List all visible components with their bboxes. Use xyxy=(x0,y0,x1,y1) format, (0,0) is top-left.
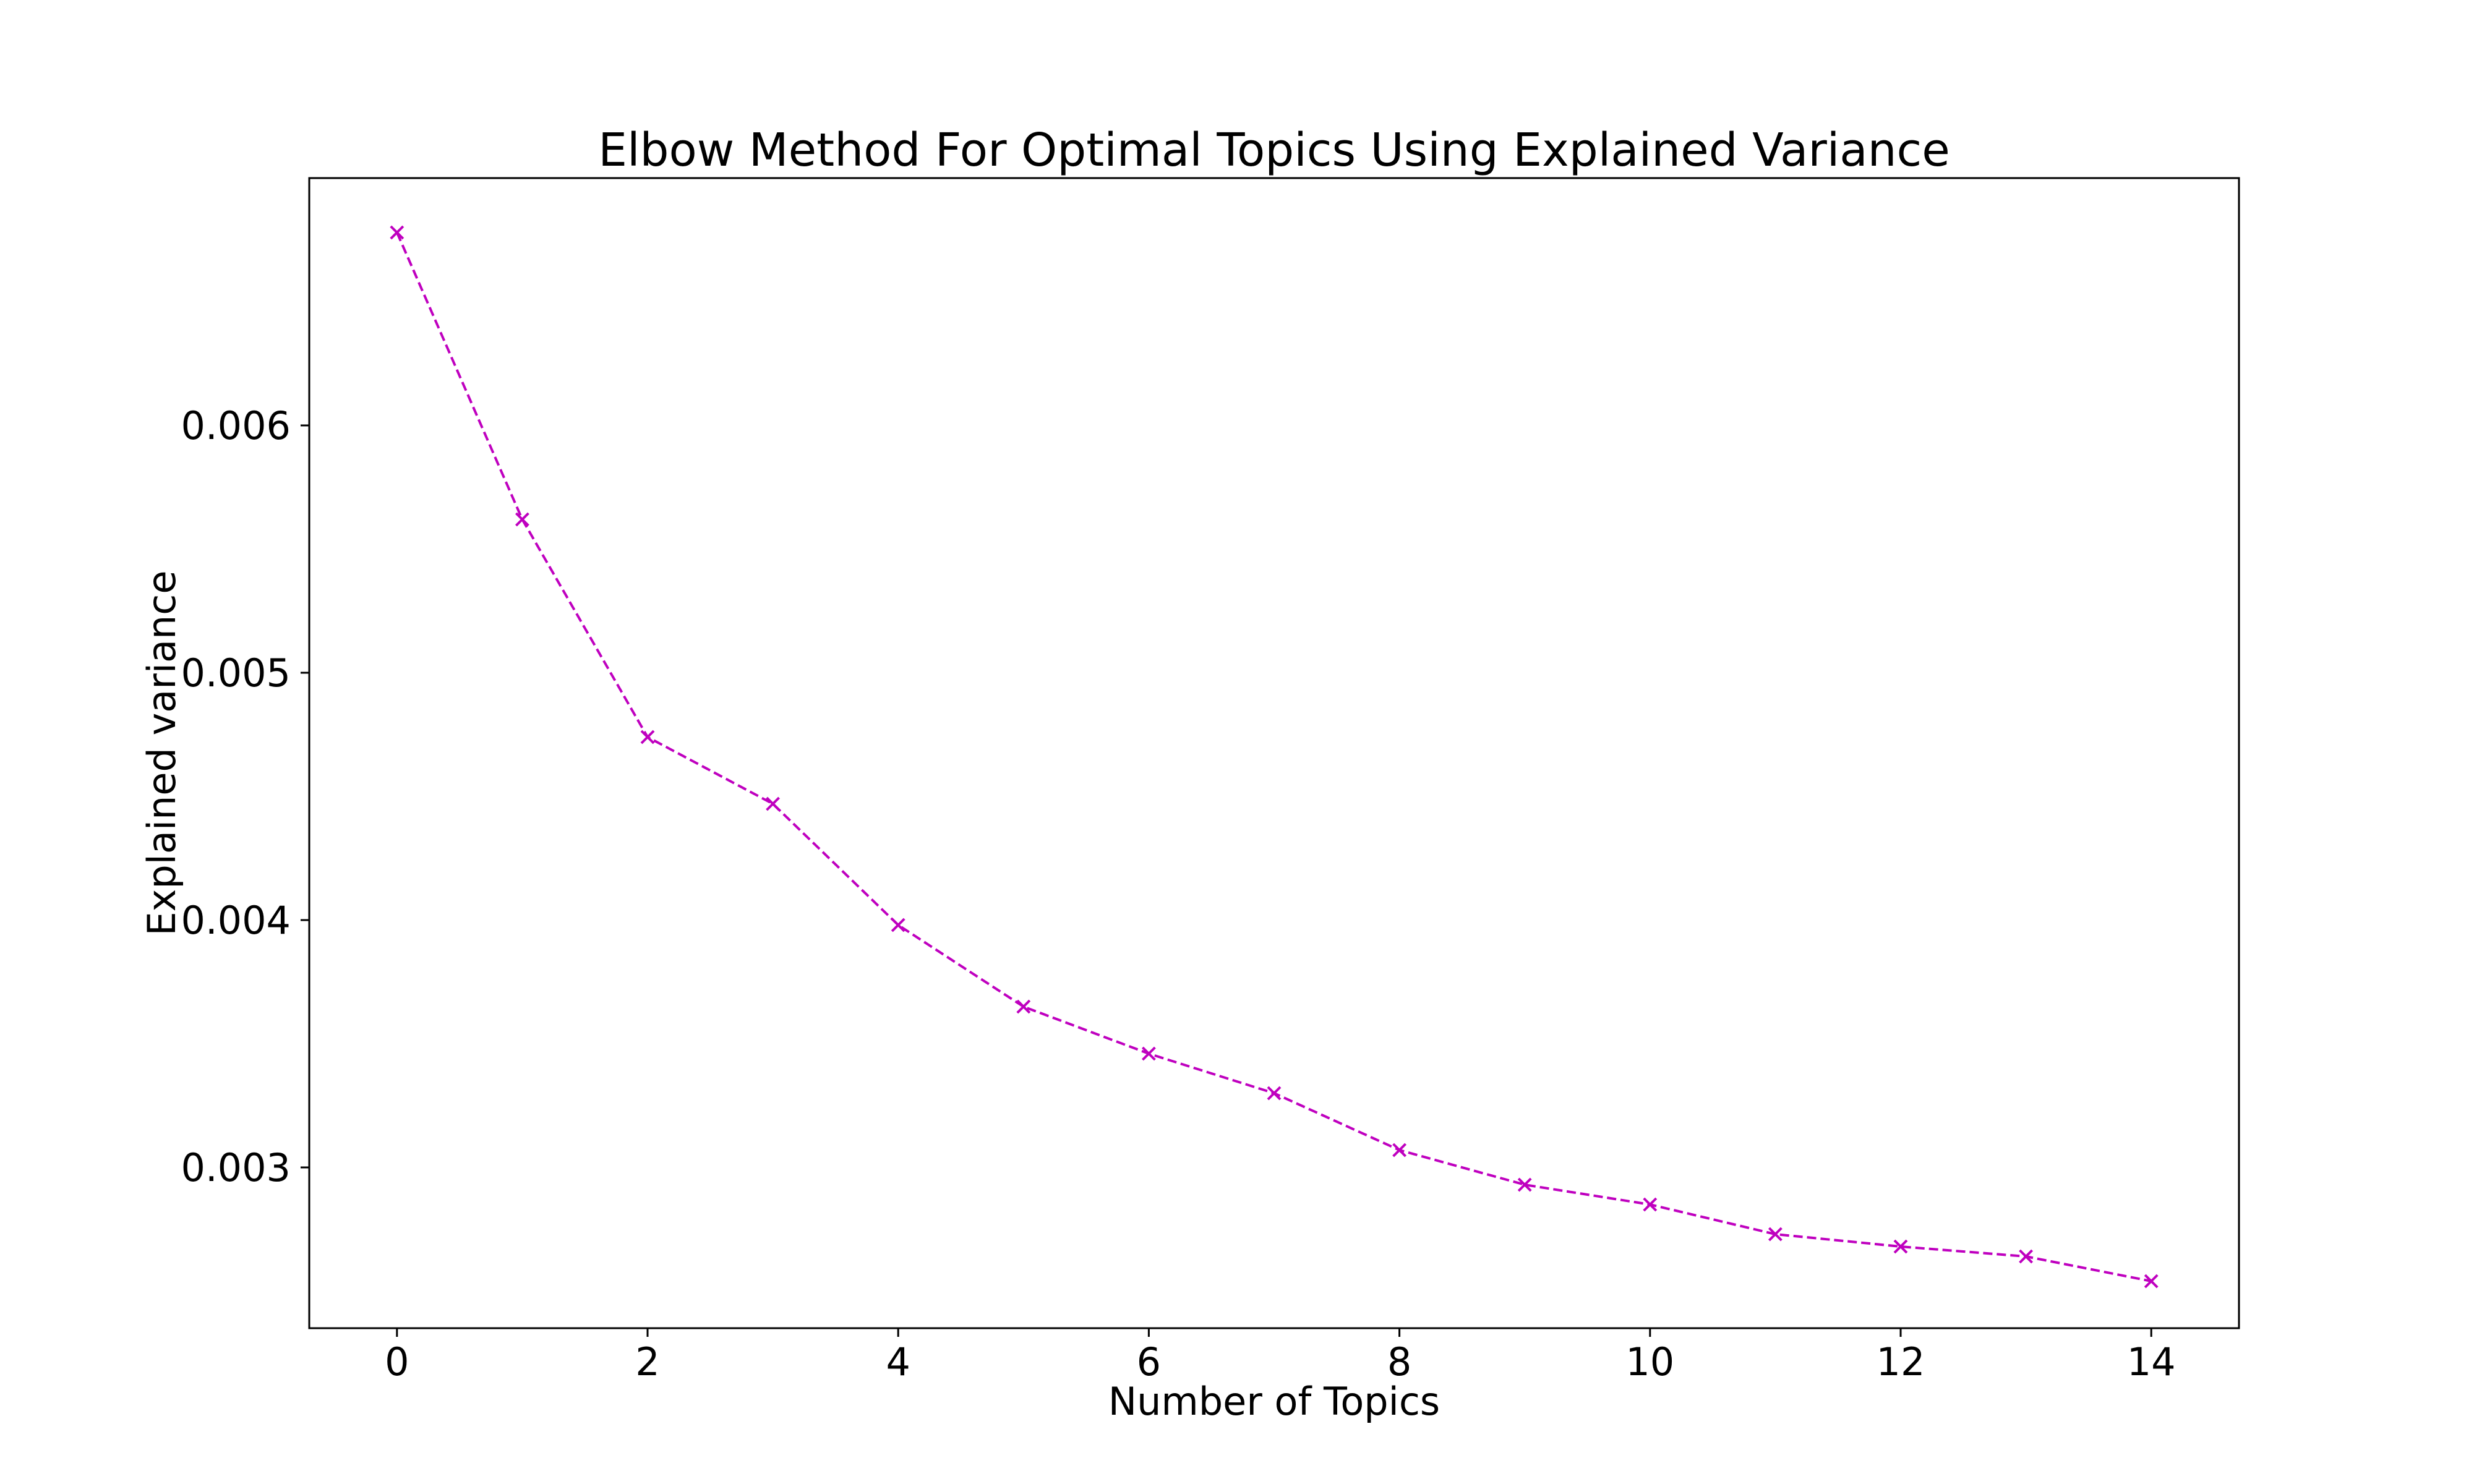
data-point-marker xyxy=(891,918,905,932)
data-point-marker xyxy=(1141,1046,1156,1061)
data-point-marker xyxy=(1768,1227,1783,1242)
y-tick-label: 0.005 xyxy=(181,650,291,696)
y-tick-label: 0.003 xyxy=(181,1145,291,1190)
x-tick-label: 10 xyxy=(1625,1339,1674,1384)
data-point-marker xyxy=(1643,1197,1658,1212)
data-point-marker xyxy=(1392,1143,1407,1158)
data-point-marker xyxy=(766,796,781,811)
data-point-marker xyxy=(640,730,655,744)
y-tick-label: 0.004 xyxy=(181,898,291,943)
x-tick-label: 8 xyxy=(1387,1339,1411,1384)
plot-area: 0 2 4 6 8 10 12 14 0.003 0.004 0.005 0.006 xyxy=(181,177,2240,1384)
plot-frame xyxy=(308,177,2240,1329)
data-point-marker xyxy=(1517,1177,1532,1192)
x-axis-ticks: 0 2 4 6 8 10 12 14 xyxy=(385,1328,2176,1384)
data-point-marker xyxy=(1893,1239,1908,1254)
data-point-marker xyxy=(2144,1274,2159,1289)
chart-title: Elbow Method For Optimal Topics Using Ex… xyxy=(598,124,1950,177)
y-tick-label: 0.006 xyxy=(181,403,291,448)
data-point-marker xyxy=(2019,1249,2033,1264)
y-axis-ticks: 0.003 0.004 0.005 0.006 xyxy=(181,403,309,1190)
data-point-marker xyxy=(1016,999,1031,1014)
data-point-marker xyxy=(1267,1086,1282,1101)
y-axis-label: Explained variance xyxy=(139,570,184,936)
x-tick-label: 14 xyxy=(2127,1339,2176,1384)
data-point-marker xyxy=(515,512,529,527)
x-tick-label: 12 xyxy=(1877,1339,1925,1384)
x-tick-label: 4 xyxy=(886,1339,910,1384)
x-tick-label: 2 xyxy=(635,1339,659,1384)
data-point-marker xyxy=(390,225,404,240)
x-tick-label: 6 xyxy=(1137,1339,1161,1384)
series-layer xyxy=(390,225,2159,1289)
x-tick-label: 0 xyxy=(385,1339,409,1384)
x-axis-label: Number of Topics xyxy=(1108,1379,1440,1424)
